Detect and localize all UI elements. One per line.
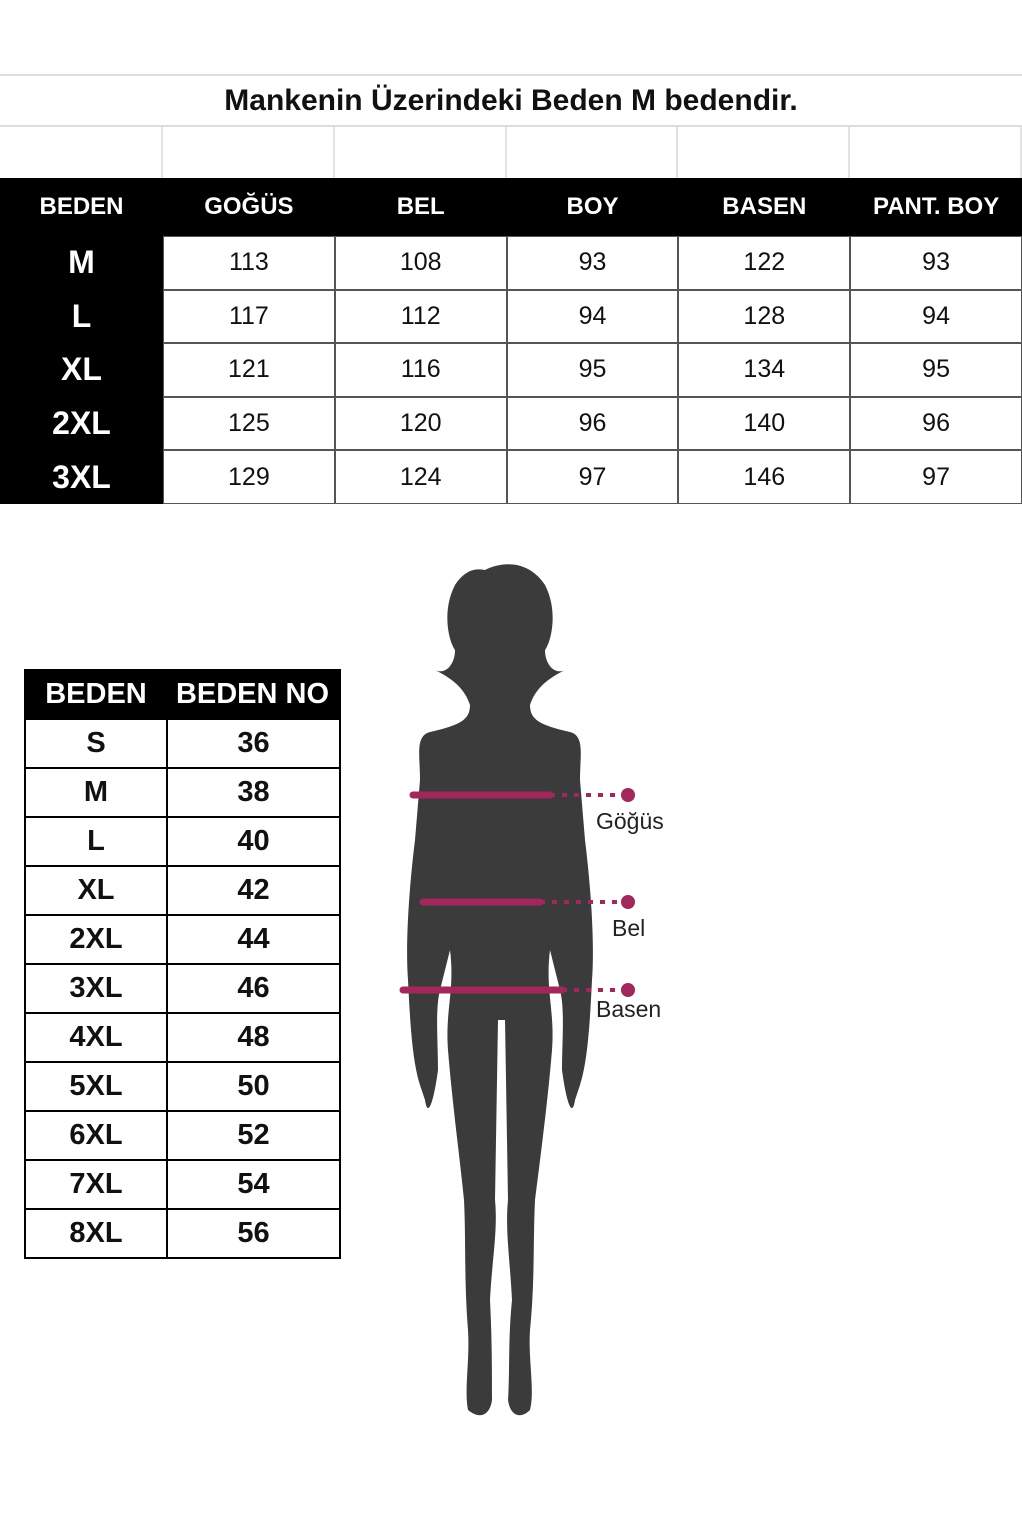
measurement-cell: 113 bbox=[163, 236, 335, 290]
measurement-cell: 94 bbox=[506, 289, 679, 344]
size-label: 2XL bbox=[52, 405, 111, 442]
table-row: L 117 112 94 128 94 bbox=[0, 289, 1022, 344]
size-number: 48 bbox=[237, 1021, 270, 1053]
size-number: 44 bbox=[237, 923, 270, 955]
size-number: 46 bbox=[237, 972, 270, 1004]
size-number: 56 bbox=[237, 1217, 270, 1249]
measurement-cell: 96 bbox=[506, 396, 679, 451]
size-number: 52 bbox=[237, 1119, 270, 1151]
measurement-cell: 146 bbox=[678, 450, 851, 504]
size-number-table: BEDEN BEDEN NO S 36 M 38 L 40 XL 42 2XL 44 3XL 46 4XL 4… bbox=[24, 669, 341, 1259]
size-number: 50 bbox=[237, 1070, 270, 1102]
hip-label: Basen bbox=[596, 996, 662, 1022]
measurement-cell: 97 bbox=[506, 450, 679, 504]
column-header: BEDEN NO bbox=[175, 678, 330, 710]
size-label: S bbox=[26, 720, 168, 767]
column-header: PANT. BOY bbox=[872, 193, 1000, 220]
measurement-cell: 116 bbox=[334, 343, 507, 397]
table-row: S 36 bbox=[26, 718, 339, 767]
column-header: BEL bbox=[396, 193, 445, 220]
body-measurement-figure: Göğüs Bel Basen bbox=[340, 540, 700, 1440]
size-label: L bbox=[26, 818, 168, 865]
size-label: 2XL bbox=[26, 916, 168, 963]
size-label: 7XL bbox=[26, 1161, 168, 1208]
table-row: XL 42 bbox=[26, 865, 339, 914]
measurement-grid: BEDEN GOĞÜS BEL BOY BASEN PANT. BOY M 113 108 93 1… bbox=[0, 178, 1022, 504]
table-row: 3XL 46 bbox=[26, 963, 339, 1012]
size-label: 3XL bbox=[26, 965, 168, 1012]
table-title: Mankenin Üzerindeki Beden M bedendir. bbox=[0, 74, 1022, 127]
size-number: 40 bbox=[237, 825, 270, 857]
column-header: BEDEN bbox=[45, 678, 147, 710]
measurement-cell: 125 bbox=[163, 396, 335, 451]
table-row: 6XL 52 bbox=[26, 1110, 339, 1159]
size-label: 4XL bbox=[26, 1014, 168, 1061]
table-header-row: BEDEN GOĞÜS BEL BOY BASEN PANT. BOY bbox=[0, 178, 1022, 236]
empty-row bbox=[0, 127, 1022, 178]
size-label: M bbox=[26, 769, 168, 816]
table-row: 2XL 44 bbox=[26, 914, 339, 963]
column-header: BOY bbox=[566, 193, 619, 220]
size-label: 8XL bbox=[26, 1210, 168, 1257]
size-number: 42 bbox=[237, 874, 270, 906]
table-row: 3XL 129 124 97 146 97 bbox=[0, 450, 1022, 504]
measurement-cell: 128 bbox=[678, 289, 851, 344]
waist-label: Bel bbox=[612, 915, 646, 941]
measurement-cell: 95 bbox=[506, 343, 679, 397]
chest-label: Göğüs bbox=[596, 808, 664, 834]
measurement-cell: 93 bbox=[850, 236, 1022, 290]
measurement-cell: 140 bbox=[678, 396, 851, 451]
size-table-header: BEDEN BEDEN NO bbox=[26, 671, 339, 718]
measurement-cell: 129 bbox=[163, 450, 335, 504]
body-silhouette-icon bbox=[399, 564, 635, 1416]
size-number: 38 bbox=[237, 776, 270, 808]
table-row: 4XL 48 bbox=[26, 1012, 339, 1061]
measurement-cell: 93 bbox=[506, 236, 679, 290]
table-row: 7XL 54 bbox=[26, 1159, 339, 1208]
column-header: BASEN bbox=[722, 193, 807, 220]
measurement-cell: 134 bbox=[678, 343, 851, 397]
measurement-cell: 121 bbox=[163, 343, 335, 397]
table-row: 8XL 56 bbox=[26, 1208, 339, 1257]
measurement-cell: 122 bbox=[678, 236, 851, 290]
size-label: 6XL bbox=[26, 1112, 168, 1159]
size-label: XL bbox=[61, 351, 102, 388]
measurement-cell: 117 bbox=[163, 289, 335, 344]
size-label: 5XL bbox=[26, 1063, 168, 1110]
size-label: M bbox=[68, 244, 95, 281]
table-row: 2XL 125 120 96 140 96 bbox=[0, 396, 1022, 451]
size-label: L bbox=[71, 297, 92, 334]
measurement-cell: 95 bbox=[850, 343, 1022, 397]
measurement-cell: 120 bbox=[334, 396, 507, 451]
measurement-cell: 112 bbox=[334, 289, 507, 344]
column-header: BEDEN bbox=[39, 193, 124, 220]
measurement-cell: 94 bbox=[850, 289, 1022, 344]
measurement-cell: 124 bbox=[334, 450, 507, 504]
table-row: 5XL 50 bbox=[26, 1061, 339, 1110]
size-label: XL bbox=[26, 867, 168, 914]
size-label: 3XL bbox=[52, 458, 111, 495]
table-row: M 113 108 93 122 93 bbox=[0, 236, 1022, 290]
measurement-cell: 97 bbox=[850, 450, 1022, 504]
size-number: 54 bbox=[237, 1168, 270, 1200]
table-row: M 38 bbox=[26, 767, 339, 816]
table-row: L 40 bbox=[26, 816, 339, 865]
table-row: XL 121 116 95 134 95 bbox=[0, 343, 1022, 397]
column-header: GOĞÜS bbox=[204, 193, 294, 220]
measurement-cell: 96 bbox=[850, 396, 1022, 451]
measurement-cell: 108 bbox=[334, 236, 507, 290]
size-number: 36 bbox=[237, 727, 270, 759]
